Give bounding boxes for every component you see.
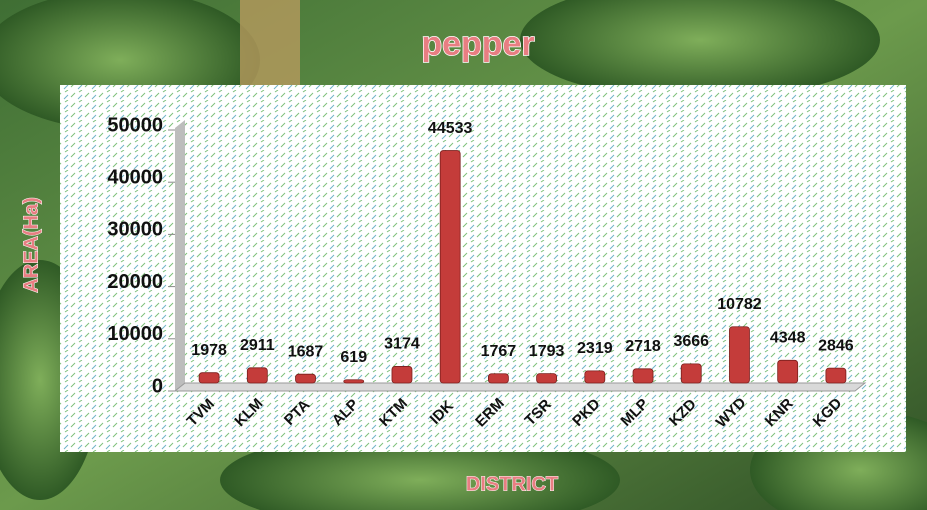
value-label: 619: [340, 349, 367, 366]
bar: [729, 327, 749, 383]
floor: [175, 383, 865, 391]
y-tick-label: 30000: [107, 219, 163, 241]
bar: [488, 374, 508, 383]
y-tick-label: 40000: [107, 166, 163, 188]
bar: [826, 368, 846, 383]
value-label: 3174: [384, 336, 420, 353]
y-tick-label: 10000: [107, 323, 163, 345]
value-label: 2911: [240, 337, 275, 354]
plot-panel: [60, 85, 906, 452]
bar: [344, 380, 364, 383]
value-label: 1793: [529, 343, 565, 360]
value-label: 4348: [770, 330, 806, 347]
bar: [778, 360, 798, 383]
bar: [247, 368, 267, 383]
value-label: 10782: [717, 296, 762, 313]
bar: [440, 151, 460, 383]
bar: [199, 373, 219, 383]
value-label: 2846: [818, 337, 854, 354]
bar: [392, 366, 412, 383]
y-tick-label: 50000: [107, 114, 163, 136]
value-label: 2718: [625, 338, 661, 355]
side-wall: [175, 120, 185, 391]
bar: [296, 374, 316, 383]
bar: [681, 364, 701, 383]
value-label: 1978: [191, 342, 227, 359]
value-label: 1767: [481, 343, 517, 360]
value-label: 44533: [428, 120, 473, 137]
chart: pepper DISTRICT AREA(Ha) 0 10000 20000 3000…: [0, 0, 927, 510]
value-label: 3666: [673, 333, 709, 350]
bar: [633, 369, 653, 383]
y-axis-label: AREA(Ha): [20, 197, 42, 293]
bar: [537, 374, 557, 383]
y-tick-label: 20000: [107, 271, 163, 293]
chart-title: pepper: [421, 25, 534, 63]
value-label: 2319: [577, 340, 613, 357]
y-tick-label: 0: [152, 375, 163, 397]
bar: [585, 371, 605, 383]
x-axis-label: DISTRICT: [466, 473, 558, 495]
value-label: 1687: [288, 343, 324, 360]
